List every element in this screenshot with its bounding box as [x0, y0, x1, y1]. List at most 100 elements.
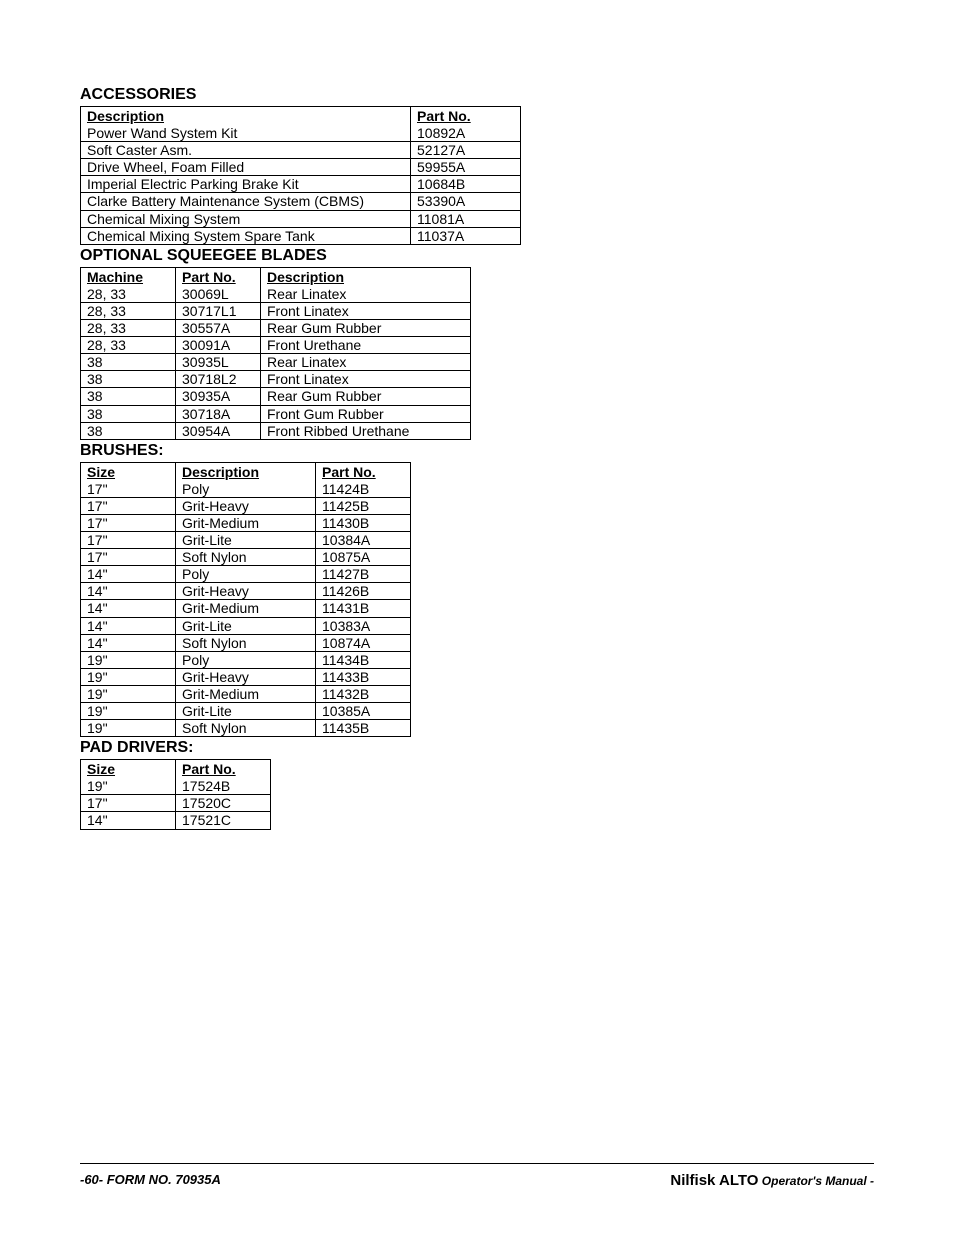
table-cell: 11432B	[316, 685, 411, 702]
table-cell: 10383A	[316, 617, 411, 634]
table-cell: Chemical Mixing System	[81, 210, 411, 227]
table-cell: 14"	[81, 634, 176, 651]
table-cell: 30069L	[176, 286, 261, 303]
table-cell: 14"	[81, 600, 176, 617]
table-cell: Poly	[176, 651, 316, 668]
table-row: Soft Caster Asm.52127A	[81, 142, 521, 159]
table-cell: 10684B	[411, 176, 521, 193]
squeegee-title: OPTIONAL SQUEEGEE BLADES	[80, 247, 874, 265]
table-cell: 14"	[81, 812, 176, 829]
table-cell: 17"	[81, 795, 176, 812]
table-row: Clarke Battery Maintenance System (CBMS)…	[81, 193, 521, 210]
table-cell: 30091A	[176, 337, 261, 354]
table-cell: 17"	[81, 549, 176, 566]
footer-brand: Nilfisk ALTO	[670, 1172, 758, 1189]
table-header: Size	[81, 760, 176, 779]
table-row: Power Wand System Kit10892A	[81, 125, 521, 142]
table-cell: 38	[81, 354, 176, 371]
table-cell: 38	[81, 405, 176, 422]
table-cell: Soft Nylon	[176, 720, 316, 737]
table-cell: 30557A	[176, 320, 261, 337]
table-cell: Poly	[176, 481, 316, 498]
table-row: 3830718L2Front Linatex	[81, 371, 471, 388]
table-cell: 30954A	[176, 422, 261, 439]
table-header: Description	[176, 462, 316, 481]
table-cell: Grit-Lite	[176, 532, 316, 549]
table-row: 14"Grit-Heavy11426B	[81, 583, 411, 600]
table-row: 19"17524B	[81, 778, 271, 795]
pad-drivers-title: PAD DRIVERS:	[80, 739, 874, 757]
table-cell: 17521C	[176, 812, 271, 829]
table-cell: 19"	[81, 685, 176, 702]
table-cell: 17"	[81, 514, 176, 531]
table-cell: Power Wand System Kit	[81, 125, 411, 142]
table-row: Chemical Mixing System11081A	[81, 210, 521, 227]
table-cell: 59955A	[411, 159, 521, 176]
table-cell: 11434B	[316, 651, 411, 668]
table-cell: 17520C	[176, 795, 271, 812]
table-cell: 19"	[81, 668, 176, 685]
table-row: 19"Soft Nylon11435B	[81, 720, 411, 737]
table-cell: Front Urethane	[261, 337, 471, 354]
table-cell: 19"	[81, 720, 176, 737]
page-footer: -60- FORM NO. 70935A Nilfisk ALTO Operat…	[80, 1163, 874, 1189]
table-cell: 17"	[81, 497, 176, 514]
table-cell: Soft Nylon	[176, 549, 316, 566]
table-cell: Grit-Medium	[176, 685, 316, 702]
table-row: 3830935ARear Gum Rubber	[81, 388, 471, 405]
table-cell: 10385A	[316, 703, 411, 720]
table-header: Size	[81, 462, 176, 481]
table-cell: 30935A	[176, 388, 261, 405]
table-cell: Drive Wheel, Foam Filled	[81, 159, 411, 176]
table-cell: 11430B	[316, 514, 411, 531]
table-cell: Grit-Lite	[176, 703, 316, 720]
table-cell: Grit-Heavy	[176, 668, 316, 685]
table-row: 19"Grit-Medium11432B	[81, 685, 411, 702]
table-cell: Rear Linatex	[261, 286, 471, 303]
table-cell: 11426B	[316, 583, 411, 600]
table-row: 19"Grit-Heavy11433B	[81, 668, 411, 685]
table-header: Part No.	[176, 267, 261, 286]
table-cell: 14"	[81, 566, 176, 583]
table-cell: 28, 33	[81, 286, 176, 303]
table-row: 17"Poly11424B	[81, 481, 411, 498]
table-header: Part No.	[316, 462, 411, 481]
table-cell: 19"	[81, 778, 176, 795]
table-cell: 11425B	[316, 497, 411, 514]
table-row: 28, 3330717L1Front Linatex	[81, 302, 471, 319]
table-cell: 28, 33	[81, 337, 176, 354]
table-cell: Front Gum Rubber	[261, 405, 471, 422]
table-cell: 53390A	[411, 193, 521, 210]
table-cell: Soft Caster Asm.	[81, 142, 411, 159]
table-cell: Grit-Heavy	[176, 497, 316, 514]
table-cell: 38	[81, 371, 176, 388]
table-header: Description	[81, 107, 411, 126]
table-cell: 17524B	[176, 778, 271, 795]
table-row: 17"Grit-Medium11430B	[81, 514, 411, 531]
table-cell: 10874A	[316, 634, 411, 651]
table-cell: 11427B	[316, 566, 411, 583]
table-row: 3830954AFront Ribbed Urethane	[81, 422, 471, 439]
table-cell: 11081A	[411, 210, 521, 227]
table-cell: Rear Linatex	[261, 354, 471, 371]
table-cell: 14"	[81, 583, 176, 600]
table-cell: 30935L	[176, 354, 261, 371]
table-row: Drive Wheel, Foam Filled59955A	[81, 159, 521, 176]
footer-sub: Operator's Manual -	[758, 1174, 874, 1188]
squeegee-table: MachinePart No.Description28, 3330069LRe…	[80, 267, 471, 440]
table-cell: Clarke Battery Maintenance System (CBMS)	[81, 193, 411, 210]
table-cell: Front Linatex	[261, 302, 471, 319]
table-row: 14"Grit-Lite10383A	[81, 617, 411, 634]
table-cell: 28, 33	[81, 320, 176, 337]
table-row: 28, 3330091AFront Urethane	[81, 337, 471, 354]
table-row: 14"Soft Nylon10874A	[81, 634, 411, 651]
table-row: 17"17520C	[81, 795, 271, 812]
table-cell: 10892A	[411, 125, 521, 142]
table-row: 3830718AFront Gum Rubber	[81, 405, 471, 422]
table-cell: 10384A	[316, 532, 411, 549]
footer-right: Nilfisk ALTO Operator's Manual -	[670, 1172, 874, 1189]
table-cell: Grit-Medium	[176, 514, 316, 531]
table-cell: Grit-Heavy	[176, 583, 316, 600]
table-header: Part No.	[411, 107, 521, 126]
pad-drivers-table: SizePart No.19"17524B17"17520C14"17521C	[80, 759, 271, 829]
